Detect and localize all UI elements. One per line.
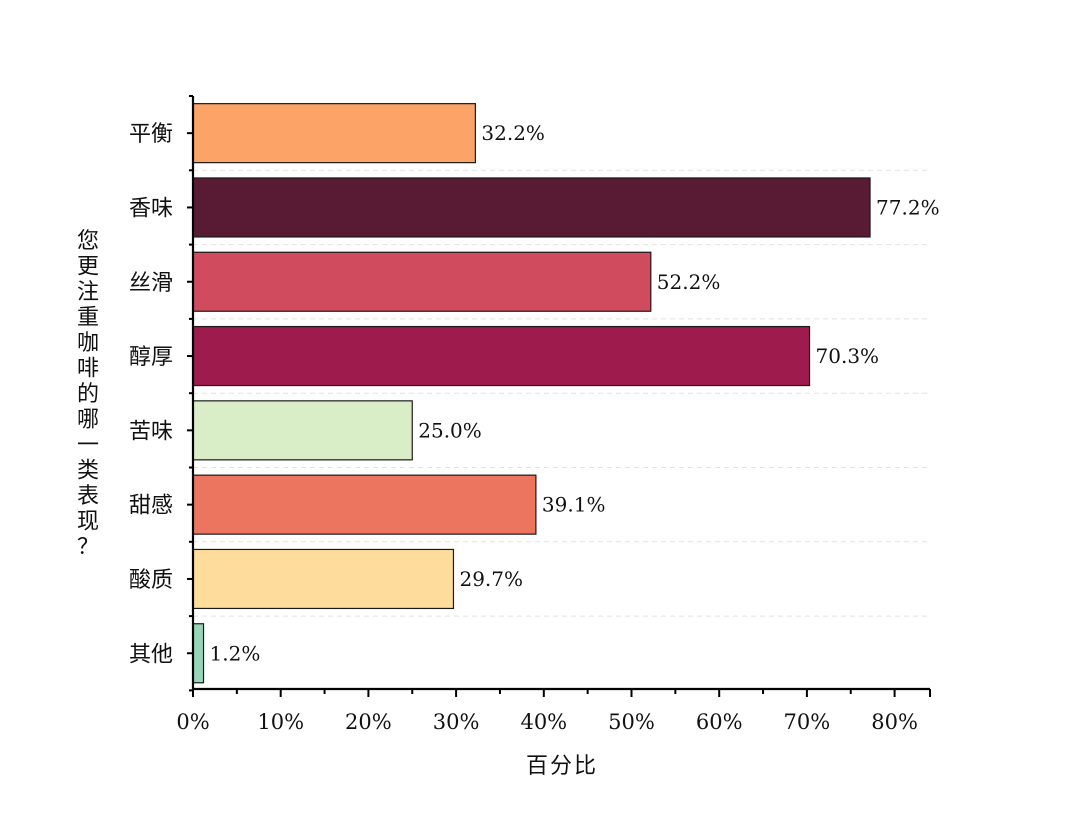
x-tick-label: 10% (257, 710, 304, 734)
x-tick-label: 0% (176, 710, 209, 734)
category-label: 酸质 (129, 568, 173, 593)
bar-1 (192, 103, 476, 164)
gridlines (193, 169, 930, 617)
x-tick-label: 80% (871, 710, 918, 734)
bar-8 (192, 623, 205, 684)
data-labels: 32.2% 77.2% 52.2% 70.3% 25.0% 39.1% 29.7% 1.2% (210, 121, 940, 665)
data-label: 29.7% (459, 567, 523, 591)
data-label: 25.0% (418, 418, 482, 442)
data-label: 32.2% (481, 121, 545, 145)
category-label: 甜感 (129, 494, 173, 519)
data-label: 77.2% (876, 195, 940, 219)
x-tick-label: 60% (696, 710, 743, 734)
bar-5 (192, 400, 413, 461)
bar-6 (192, 474, 537, 535)
category-label: 香味 (129, 196, 173, 221)
x-tick-label: 70% (784, 710, 831, 734)
bar-4 (192, 325, 811, 387)
data-label: 70.3% (816, 344, 880, 368)
category-label: 苦味 (129, 419, 173, 444)
bar-7 (192, 548, 455, 610)
x-axis-ticks: 0% 10% 20% 30% 40% 50% 60% 70% 80% (176, 689, 931, 734)
data-label: 52.2% (657, 270, 721, 294)
y-axis-title: 您更注重咖啡的哪一类表现？ (77, 229, 99, 560)
x-tick-label: 40% (520, 710, 567, 734)
category-label: 醇厚 (129, 345, 173, 370)
category-label: 其他 (129, 642, 173, 667)
category-label: 平衡 (129, 122, 173, 147)
data-label: 1.2% (210, 641, 261, 665)
x-tick-label: 30% (433, 710, 480, 734)
bar-2 (192, 177, 871, 238)
data-label: 39.1% (542, 493, 606, 517)
x-tick-label: 20% (345, 710, 392, 734)
x-tick-label: 50% (608, 710, 655, 734)
x-axis-title: 百分比 (526, 754, 598, 779)
bar-3 (192, 251, 652, 312)
category-label: 丝滑 (129, 271, 173, 296)
